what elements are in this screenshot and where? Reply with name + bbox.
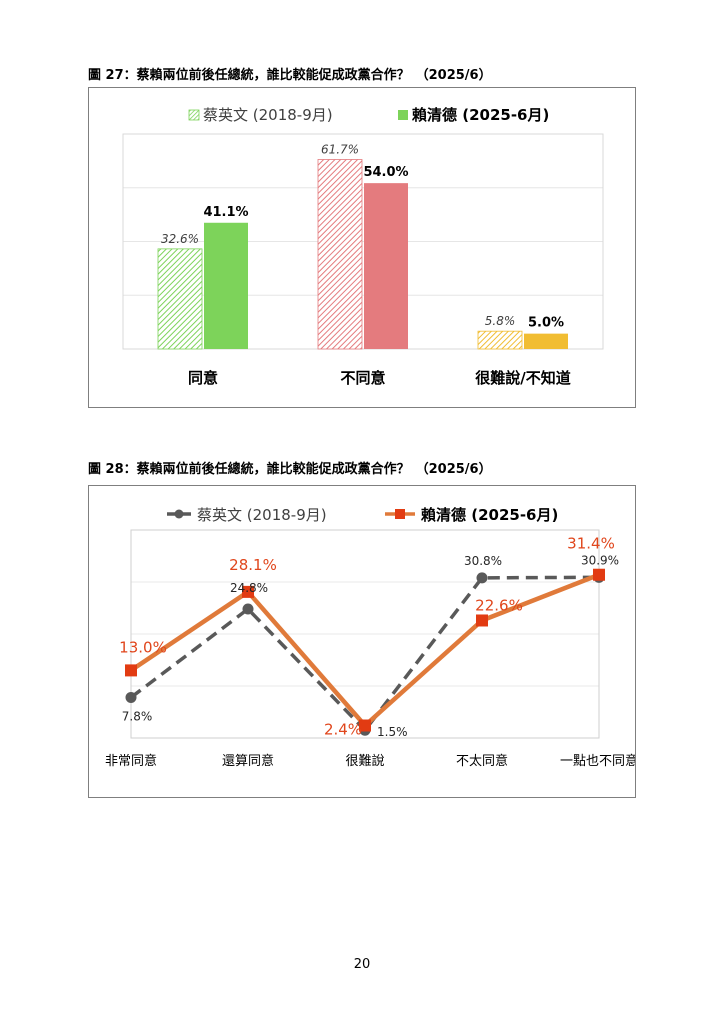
bar-gridlines	[122, 133, 604, 350]
figure-27-frame: 蔡英文 (2018-9月) 賴清德 (2025-6月) 32.6% 41.1% 61.…	[88, 87, 636, 408]
line-category-4: 一點也不同意	[560, 753, 635, 769]
label-lai-1: 28.1%	[229, 556, 277, 574]
label-tsai-2: 1.5%	[377, 725, 408, 739]
bar-label-tsai-2: 5.8%	[485, 314, 516, 328]
bar-lai-2	[524, 333, 568, 349]
bar-category-2: 很難說/不知道	[474, 369, 570, 387]
bar-label-lai-0: 41.1%	[203, 205, 248, 220]
line-plot-area	[130, 529, 600, 739]
bar-label-tsai-0: 32.6%	[161, 232, 199, 246]
label-lai-0: 13.0%	[119, 638, 167, 656]
legend-swatch-tsai	[188, 109, 200, 121]
legend-label-tsai-line: 蔡英文 (2018-9月)	[197, 506, 327, 524]
line-series: 7.8% 24.8% 1.5% 30.8% 30.9% 13.0% 28.1% 2.4% 22.…	[119, 535, 619, 739]
point-lai-2	[359, 719, 371, 732]
legend-marker-lai	[395, 509, 405, 519]
line-category-1: 還算同意	[222, 753, 274, 769]
line-category-3: 不太同意	[456, 753, 508, 769]
bar-label-lai-1: 54.0%	[363, 165, 408, 180]
label-lai-3: 22.6%	[475, 596, 523, 614]
figure-28-date: （2025/6）	[415, 462, 492, 477]
point-tsai-0	[125, 691, 137, 703]
legend-marker-tsai	[174, 509, 184, 519]
legend-label-lai-line: 賴清德 (2025-6月)	[421, 506, 558, 524]
label-lai-2: 2.4%	[324, 721, 362, 739]
line-category-labels: 非常同意 還算同意 很難說 不太同意 一點也不同意	[105, 753, 638, 769]
line-legend: 蔡英文 (2018-9月) 賴清德 (2025-6月)	[167, 506, 558, 524]
page-number: 20	[353, 957, 371, 972]
bar-tsai-1	[317, 159, 363, 350]
label-tsai-0: 7.8%	[122, 709, 153, 723]
label-tsai-3: 30.8%	[464, 554, 502, 568]
legend-swatch-lai	[398, 110, 408, 120]
line-gridlines	[130, 529, 600, 739]
bar-chart: 蔡英文 (2018-9月) 賴清德 (2025-6月) 32.6% 41.1% 61.…	[122, 106, 604, 387]
point-tsai-1	[242, 603, 254, 615]
point-tsai-3	[476, 572, 488, 584]
bar-category-labels: 同意 不同意 很難說/不知道	[188, 369, 571, 387]
point-lai-0	[125, 664, 137, 677]
line-category-0: 非常同意	[105, 753, 157, 769]
bar-category-1: 不同意	[340, 369, 385, 387]
figure-28-frame: 蔡英文 (2018-9月) 賴清德 (2025-6月) 7.8% 24.8% 1.5%…	[88, 485, 638, 798]
point-lai-1	[242, 585, 254, 598]
figure-27-caption: 圖 27：蔡賴兩位前後任總統，誰比較能促成政黨合作？ （2025/6）	[88, 64, 492, 83]
label-tsai-1: 24.8%	[230, 581, 268, 595]
bar-legend: 蔡英文 (2018-9月) 賴清德 (2025-6月)	[188, 106, 549, 124]
point-lai-4	[593, 568, 605, 581]
bar-category-0: 同意	[188, 369, 218, 387]
bar-lai-0	[204, 222, 248, 349]
bar-tsai-0	[157, 248, 203, 350]
bar-label-tsai-1: 61.7%	[321, 142, 359, 156]
figure-28-title: 圖 28：蔡賴兩位前後任總統，誰比較能促成政黨合作？	[88, 462, 410, 477]
bar-series: 32.6% 41.1% 61.7% 54.0% 5.8% 5.0%	[157, 142, 568, 350]
line-chart: 蔡英文 (2018-9月) 賴清德 (2025-6月) 7.8% 24.8% 1.5%…	[105, 506, 638, 769]
label-tsai-4: 30.9%	[581, 553, 619, 567]
bar-tsai-2	[477, 330, 523, 350]
bar-plot-area	[122, 133, 604, 350]
point-lai-3	[476, 614, 488, 627]
figure-27-date: （2025/6）	[415, 68, 492, 83]
figure-27-title: 圖 27：蔡賴兩位前後任總統，誰比較能促成政黨合作？	[88, 68, 410, 83]
bar-lai-1	[364, 183, 408, 349]
line-category-2: 很難說	[345, 753, 384, 769]
series-line-lai	[129, 572, 600, 729]
legend-label-lai: 賴清德 (2025-6月)	[412, 106, 549, 124]
legend-label-tsai: 蔡英文 (2018-9月)	[203, 106, 333, 124]
label-lai-4: 31.4%	[567, 535, 615, 553]
figure-28-caption: 圖 28：蔡賴兩位前後任總統，誰比較能促成政黨合作？ （2025/6）	[88, 458, 492, 477]
bar-label-lai-2: 5.0%	[528, 316, 564, 331]
